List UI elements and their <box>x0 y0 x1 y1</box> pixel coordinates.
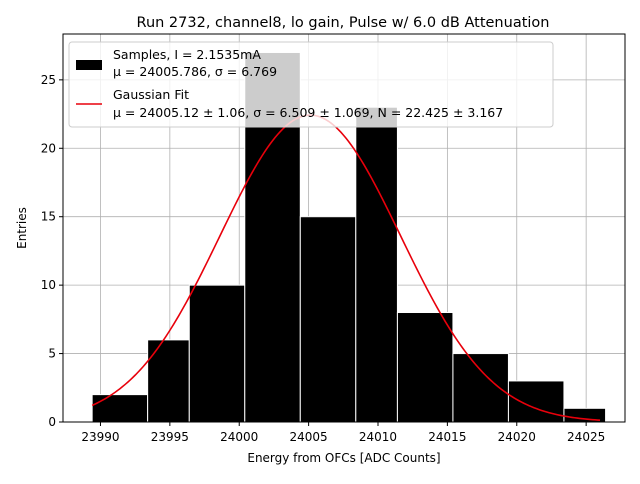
y-tick-label: 10 <box>41 278 56 292</box>
histogram-bar <box>355 106 398 423</box>
legend-stats-samples: μ = 24005.786, σ = 6.769 <box>113 64 277 79</box>
y-axis: 0 5 10 15 20 25 <box>41 73 63 429</box>
histogram-bar <box>188 284 246 423</box>
plot-frame <box>62 33 626 423</box>
y-tick-label: 20 <box>41 141 56 155</box>
y-tick-label: 25 <box>41 73 56 87</box>
x-tick-label: 24025 <box>567 430 605 444</box>
x-tick-label: 24015 <box>428 430 466 444</box>
x-axis-label: Energy from OFCs [ADC Counts] <box>247 451 440 465</box>
x-tick-label: 24020 <box>498 430 536 444</box>
x-tick-label: 24010 <box>359 430 397 444</box>
histogram-bar <box>396 312 454 423</box>
y-axis-label: Entries <box>15 207 29 249</box>
y-tick-label: 0 <box>48 415 56 429</box>
legend-swatch-samples <box>76 60 102 70</box>
histogram-bar <box>507 380 565 423</box>
y-tick-label: 15 <box>41 210 56 224</box>
legend-stats-fit: μ = 24005.12 ± 1.06, σ = 6.509 ± 1.069, … <box>113 105 503 120</box>
histogram-bar <box>299 216 357 423</box>
gaussian-fit-curve <box>91 114 601 422</box>
y-tick-label: 5 <box>48 347 56 361</box>
legend-label-samples: Samples, I = 2.1535mA <box>113 47 261 62</box>
x-axis: 23990 23995 24000 24005 24010 24015 24020 24025 <box>81 422 605 444</box>
x-tick-label: 24000 <box>220 430 258 444</box>
legend: Samples, I = 2.1535mA μ = 24005.786, σ =… <box>68 41 554 128</box>
histogram-bar <box>91 394 149 423</box>
x-tick-label: 24005 <box>290 430 328 444</box>
x-tick-label: 23995 <box>151 430 189 444</box>
x-tick-label: 23990 <box>81 430 119 444</box>
legend-label-fit: Gaussian Fit <box>113 87 189 102</box>
chart-title: Run 2732, channel8, lo gain, Pulse w/ 6.… <box>137 15 550 31</box>
legend-box <box>68 41 554 128</box>
